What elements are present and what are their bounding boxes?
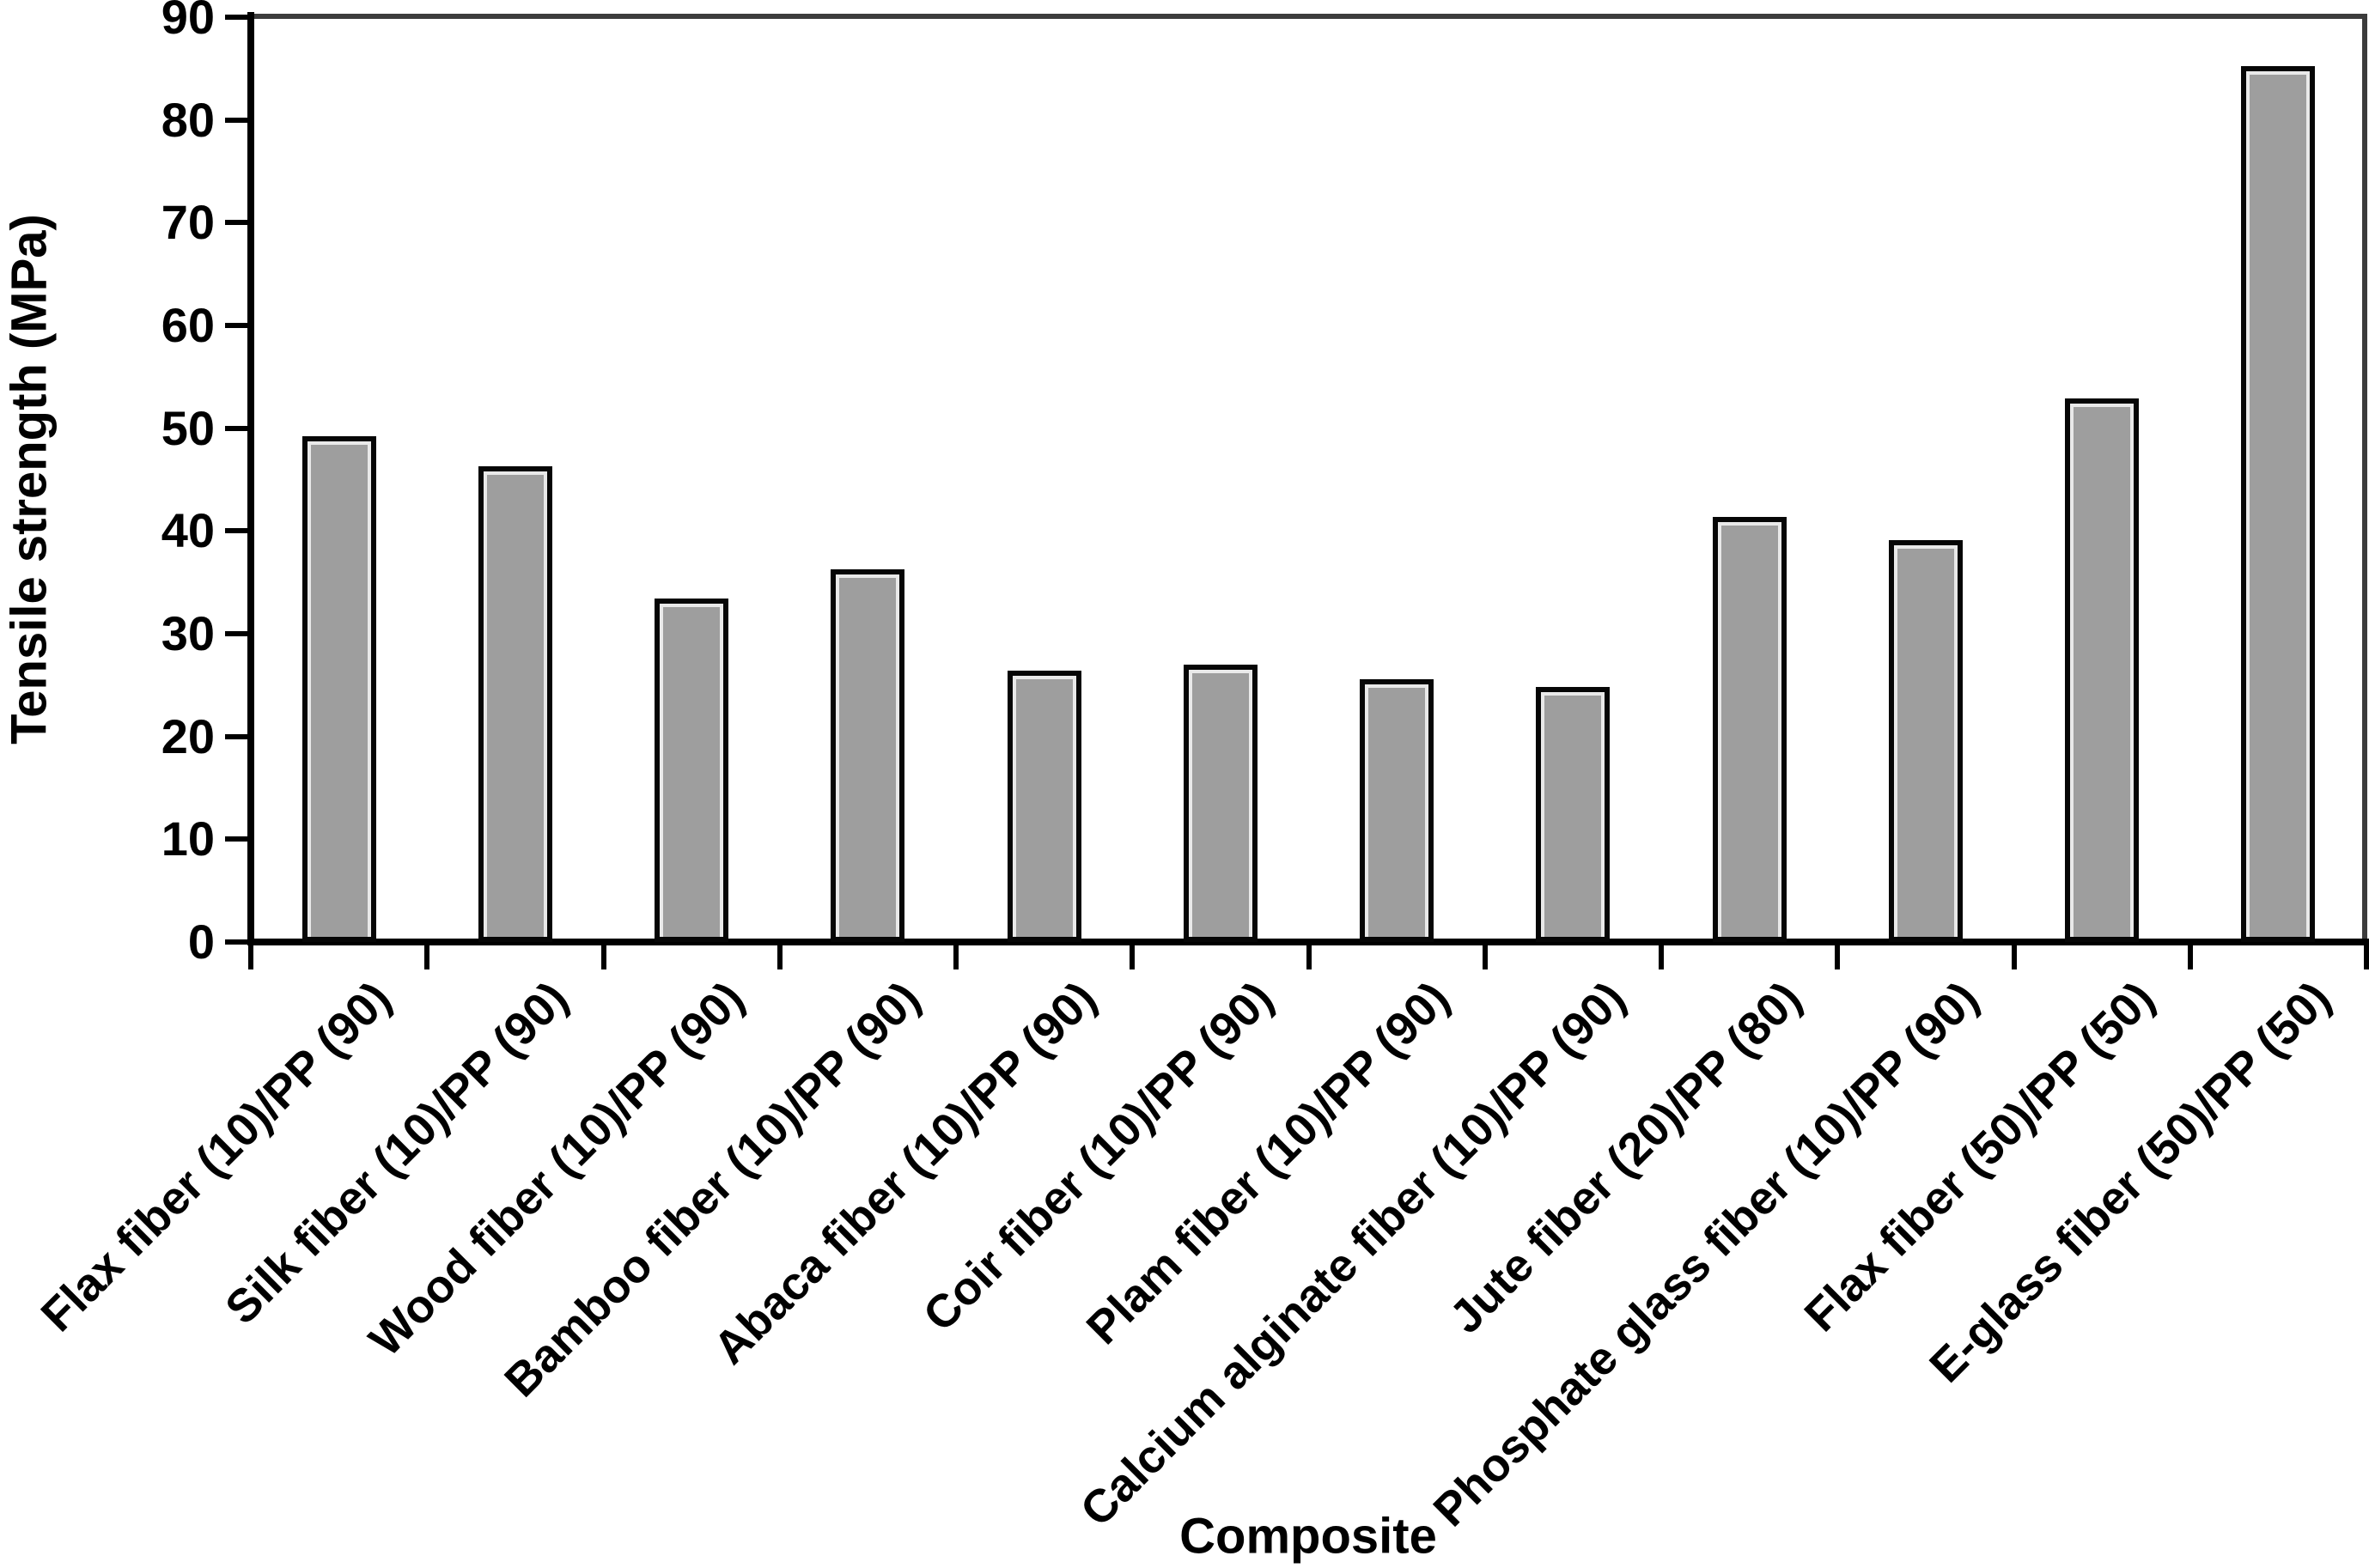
y-tick bbox=[225, 733, 249, 739]
plot-frame-top-line bbox=[251, 14, 2367, 19]
y-tick-label: 0 bbox=[187, 915, 215, 969]
y-tick-label: 60 bbox=[161, 298, 215, 352]
y-tick bbox=[225, 631, 249, 636]
y-tick bbox=[225, 117, 249, 123]
bar bbox=[1008, 671, 1081, 942]
y-tick bbox=[225, 220, 249, 226]
x-category-label: Silk fiber (10)/PP (90) bbox=[215, 972, 578, 1334]
bar bbox=[655, 599, 728, 942]
x-tick bbox=[2187, 945, 2193, 969]
x-tick bbox=[1306, 945, 1312, 969]
y-tick bbox=[225, 323, 249, 328]
x-category-label: Jute fiber (20)/PP (80) bbox=[1440, 972, 1812, 1344]
y-tick bbox=[225, 528, 249, 534]
plot-frame-right-line bbox=[2362, 14, 2367, 945]
y-tick bbox=[225, 15, 249, 20]
bar bbox=[1713, 517, 1787, 942]
y-tick bbox=[225, 939, 249, 945]
bar bbox=[1889, 540, 1963, 942]
bar bbox=[1184, 665, 1258, 942]
x-tick bbox=[1835, 945, 1841, 969]
bar bbox=[2065, 398, 2139, 942]
bar bbox=[478, 466, 552, 942]
x-tick bbox=[776, 945, 783, 969]
y-tick bbox=[225, 425, 249, 431]
y-tick-label: 20 bbox=[161, 708, 215, 763]
y-tick-label: 50 bbox=[161, 400, 215, 455]
x-tick bbox=[424, 945, 430, 969]
x-tick bbox=[248, 945, 253, 969]
bar bbox=[2241, 66, 2315, 942]
y-tick-label: 70 bbox=[161, 195, 215, 250]
y-tick-label: 10 bbox=[161, 811, 215, 866]
x-axis-title: Composite bbox=[1179, 1508, 1437, 1565]
y-tick-label: 90 bbox=[161, 0, 215, 44]
x-tick bbox=[1130, 945, 1136, 969]
x-category-label: Plam fiber (10)/PP (90) bbox=[1076, 972, 1459, 1354]
bar bbox=[831, 569, 904, 942]
y-tick-label: 80 bbox=[161, 92, 215, 147]
x-tick bbox=[1659, 945, 1664, 969]
x-tick bbox=[600, 945, 606, 969]
y-tick-label: 30 bbox=[161, 606, 215, 660]
y-tick-label: 40 bbox=[161, 503, 215, 558]
x-category-label: Flax fiber (10)/PP (90) bbox=[31, 972, 402, 1342]
x-tick bbox=[2364, 945, 2369, 969]
y-axis-line bbox=[247, 12, 254, 945]
x-category-label: Flax fiber (50)/PP (50) bbox=[1794, 972, 2165, 1342]
bar bbox=[302, 436, 376, 942]
x-category-label: Coir fiber (10)/PP (90) bbox=[913, 972, 1283, 1342]
x-axis-line bbox=[247, 939, 2369, 945]
bar bbox=[1360, 679, 1434, 942]
x-tick bbox=[2011, 945, 2017, 969]
x-tick bbox=[1482, 945, 1488, 969]
y-axis-title: Tensile strength (MPa) bbox=[1, 214, 58, 744]
x-tick bbox=[953, 945, 959, 969]
y-tick bbox=[225, 836, 249, 842]
bar bbox=[1536, 687, 1610, 942]
